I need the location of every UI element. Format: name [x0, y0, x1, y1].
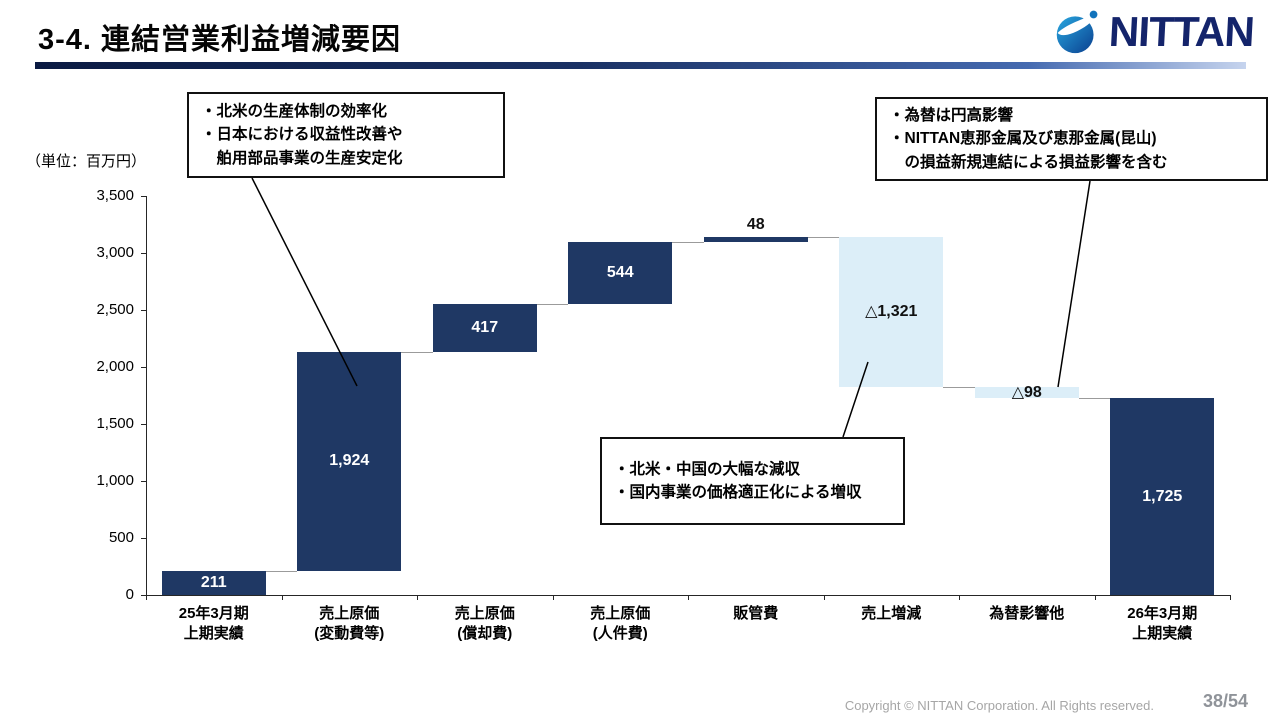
x-axis-tick [417, 595, 418, 600]
bar-value-label: △1,321 [865, 302, 918, 320]
waterfall-bar-increase [297, 351, 402, 571]
x-axis-tick [146, 595, 147, 600]
category-label: 売上増減 [824, 604, 960, 624]
x-axis-tick [959, 595, 960, 600]
waterfall-connector [401, 351, 433, 353]
axis-unit-label: （単位：百万円） [26, 153, 147, 170]
callout-line: ・日本における収益性改善や [201, 126, 403, 144]
bar-value-label: 1,924 [329, 452, 370, 470]
category-label-line: 売上原価 [454, 605, 515, 622]
category-label: 25年3月期 上期実績 [146, 604, 282, 644]
category-label: 売上原価 (人件費) [553, 604, 689, 644]
y-axis-label: 500 [108, 529, 134, 546]
callout-line: ・北米の生産体制の効率化 [201, 103, 388, 121]
y-axis-label: 2,000 [96, 358, 134, 375]
y-axis-tick [141, 310, 146, 311]
category-label: 為替影響他 [959, 604, 1095, 624]
category-label-line: 売上原価 [590, 605, 651, 622]
category-label-line: 上期実績 [183, 625, 244, 642]
waterfall-bar-decrease [974, 387, 1079, 399]
category-label: 26年3月期 上期実績 [1095, 604, 1231, 644]
y-axis-label: 1,000 [96, 472, 134, 489]
waterfall-connector [943, 387, 975, 389]
y-axis-label: 3,500 [96, 187, 134, 204]
waterfall-bar-increase [568, 242, 673, 305]
bar-value-label: 211 [200, 573, 227, 591]
category-label-line: 25年3月期 [178, 605, 249, 622]
bar-value-label: 48 [746, 215, 765, 233]
category-label-line: 26年3月期 [1127, 605, 1198, 622]
copyright-text: Copyright © NITTAN Corporation. All Righ… [844, 698, 1154, 713]
callout-line: ・北米・中国の大幅な減収 [614, 460, 801, 478]
y-axis-tick [141, 424, 146, 425]
waterfall-connector [807, 236, 840, 238]
callout-line: ・為替は円高影響 [889, 107, 1014, 125]
y-axis-label: 3,000 [96, 244, 134, 261]
y-axis-tick [141, 595, 146, 596]
waterfall-connector [265, 570, 298, 572]
category-label: 売上原価 (償却費) [417, 604, 553, 644]
callout-fx-impact: ・為替は円高影響 ・NITTAN恵那金属及び恵那金属(昆山) の損益新規連結によ… [875, 97, 1268, 181]
nittan-logo: NITTAN [1051, 8, 1255, 56]
bar-value-label: △98 [1011, 383, 1042, 401]
y-axis-tick [141, 538, 146, 539]
category-label-line: 売上原価 [319, 605, 380, 622]
y-axis-label: 2,500 [96, 301, 134, 318]
category-label-line: 売上増減 [861, 605, 922, 622]
category-label-line: (人件費) [592, 625, 648, 642]
y-axis-tick [141, 481, 146, 482]
y-axis-tick [141, 367, 146, 368]
category-label: 売上原価 (変動費等) [282, 604, 418, 644]
page-title: 3-4. 連結営業利益増減要因 [38, 24, 402, 56]
callout-line: ・NITTAN恵那金属及び恵那金属(昆山) [889, 130, 1157, 148]
bar-value-label: 544 [606, 264, 634, 282]
nittan-logo-icon [1056, 10, 1100, 54]
bar-value-label: 417 [471, 318, 499, 336]
y-axis-tick [141, 196, 146, 197]
y-axis-line [146, 196, 147, 595]
callout-line: 舶用部品事業の生産安定化 [201, 149, 403, 167]
page-number: 38/54 [1202, 691, 1248, 711]
waterfall-bar-increase [1110, 398, 1215, 595]
x-axis-tick [1230, 595, 1231, 600]
callout-line: ・国内事業の価格適正化による増収 [614, 484, 862, 501]
title-underline-bar [35, 62, 1246, 69]
waterfall-connector [536, 304, 569, 306]
x-axis-tick [823, 595, 825, 600]
category-label-line: (変動費等) [314, 625, 385, 642]
category-label: 販管費 [688, 604, 824, 624]
waterfall-connector [672, 242, 704, 244]
x-axis-tick [688, 595, 689, 600]
waterfall-connector [1078, 398, 1111, 400]
waterfall-bar-increase [703, 236, 808, 243]
category-label-line: 販管費 [733, 605, 779, 622]
y-axis-tick [141, 253, 146, 254]
x-axis-tick [1094, 595, 1096, 600]
callout-line: の損益新規連結による損益影響を含む [889, 153, 1168, 171]
waterfall-bar-increase [432, 304, 537, 352]
x-axis-tick [281, 595, 283, 600]
callout-sales-change: ・北米・中国の大幅な減収 ・国内事業の価格適正化による増収 [600, 437, 905, 525]
category-label-line: 上期実績 [1132, 625, 1193, 642]
category-label-line: 為替影響他 [989, 605, 1065, 622]
x-axis-tick [552, 595, 554, 600]
category-label-line: (償却費) [457, 625, 513, 642]
waterfall-bar-increase [161, 570, 266, 595]
callout-production-efficiency: ・北米の生産体制の効率化 ・日本における収益性改善や 舶用部品事業の生産安定化 [187, 92, 505, 178]
bar-value-label: 1,725 [1142, 487, 1183, 505]
y-axis-label: 0 [125, 586, 134, 603]
y-axis-label: 1,500 [96, 415, 134, 432]
